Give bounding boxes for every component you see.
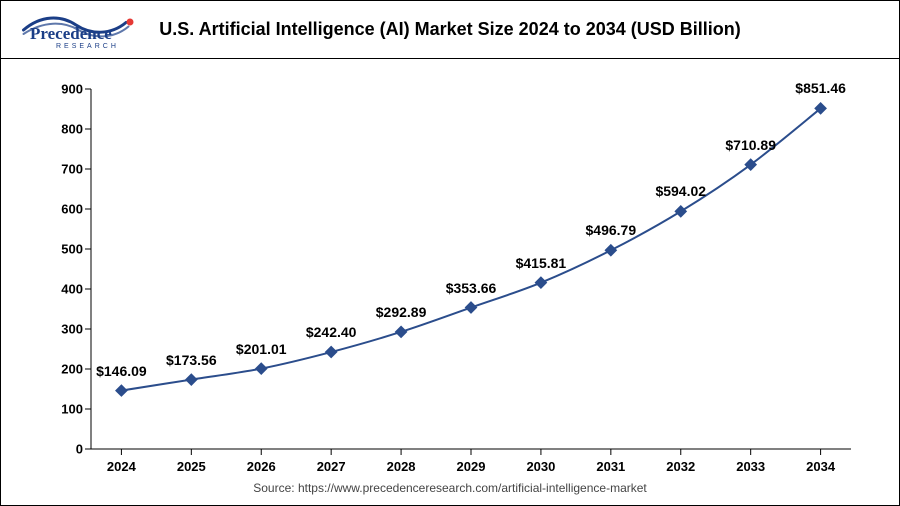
- y-tick-label: 700: [61, 162, 91, 177]
- logo-dot-icon: [127, 19, 134, 26]
- data-label: $353.66: [446, 280, 497, 296]
- y-tick-label: 100: [61, 402, 91, 417]
- logo-text-sub: RESEARCH: [56, 43, 119, 50]
- x-tick-label: 2026: [247, 449, 276, 474]
- data-label: $146.09: [96, 363, 147, 379]
- data-label: $710.89: [725, 137, 776, 153]
- data-label: $594.02: [655, 183, 706, 199]
- x-tick-label: 2034: [806, 449, 835, 474]
- x-tick-label: 2029: [457, 449, 486, 474]
- y-tick-group: [85, 89, 91, 449]
- x-tick-label: 2024: [107, 449, 136, 474]
- x-tick-label: 2031: [596, 449, 625, 474]
- data-marker: [675, 206, 686, 217]
- data-marker: [535, 277, 546, 288]
- chart-area: 0 100 200 300 400 500 600 700 800 900 2024 2025 202…: [1, 59, 899, 505]
- data-label: $173.56: [166, 352, 217, 368]
- x-tick-label: 2025: [177, 449, 206, 474]
- source-caption: Source: https://www.precedenceresearch.c…: [1, 481, 899, 495]
- y-tick-label: 500: [61, 242, 91, 257]
- header-row: Precedence RESEARCH U.S. Artificial Inte…: [1, 1, 899, 59]
- x-tick-label: 2027: [317, 449, 346, 474]
- data-label: $292.89: [376, 304, 427, 320]
- data-marker: [116, 385, 127, 396]
- y-tick-label: 600: [61, 202, 91, 217]
- data-marker: [256, 363, 267, 374]
- marker-group: [116, 103, 827, 396]
- data-marker: [326, 346, 337, 357]
- precedence-logo-svg: Precedence RESEARCH: [21, 9, 171, 51]
- data-label: $851.46: [795, 80, 846, 96]
- y-tick-label: 800: [61, 122, 91, 137]
- data-marker: [186, 374, 197, 385]
- plot-area: 0100200300400500600700800900 20242025202…: [91, 89, 851, 449]
- page-frame: Precedence RESEARCH U.S. Artificial Inte…: [0, 0, 900, 506]
- data-marker: [465, 302, 476, 313]
- data-label: $415.81: [516, 255, 567, 271]
- data-label: $242.40: [306, 324, 357, 340]
- x-tick-label: 2030: [526, 449, 555, 474]
- x-tick-label: 2028: [387, 449, 416, 474]
- y-tick-label: 200: [61, 362, 91, 377]
- x-tick-label: 2033: [736, 449, 765, 474]
- series-line: [121, 108, 820, 390]
- y-tick-label: 400: [61, 282, 91, 297]
- data-label: $496.79: [586, 222, 637, 238]
- data-marker: [605, 245, 616, 256]
- data-label: $201.01: [236, 341, 287, 357]
- brand-logo: Precedence RESEARCH: [21, 9, 171, 51]
- logo-text-main: Precedence: [30, 24, 112, 43]
- y-tick-label: 0: [76, 442, 91, 457]
- y-tick-label: 300: [61, 322, 91, 337]
- x-tick-label: 2032: [666, 449, 695, 474]
- data-marker: [395, 326, 406, 337]
- y-tick-label: 900: [61, 82, 91, 97]
